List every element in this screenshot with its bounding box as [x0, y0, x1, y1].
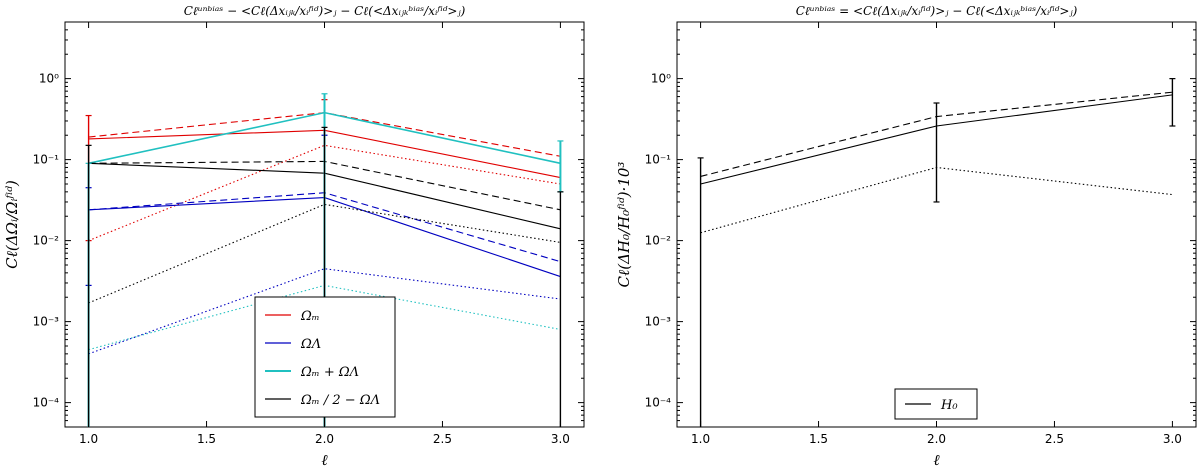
y-tick-label: 10⁻² [33, 234, 60, 248]
chart-title: Cℓᵘⁿᵇⁱᵃˢ = <Cℓ(Δxᵢⱼₖ/xᵢᶠⁱᵈ)>ⱼ − Cℓ(<Δxᵢⱼ… [796, 4, 1078, 18]
legend-label: Ωₘ [300, 309, 320, 324]
legend-label: Ωₘ + ΩΛ [300, 365, 359, 380]
y-tick-label: 10⁻¹ [645, 153, 672, 167]
x-tick-label: 2.0 [927, 432, 946, 446]
chart-title: Cℓᵘⁿᵇⁱᵃˢ − <Cℓ(Δxᵢⱼₖ/xᵢᶠⁱᵈ)>ⱼ − Cℓ(<Δxᵢⱼ… [184, 4, 466, 18]
series-line [88, 268, 561, 355]
y-tick-label: 10⁻⁴ [33, 396, 60, 410]
legend-label: H₀ [940, 398, 958, 413]
chart-right-h0: 1.0 1.5 2.0 2.5 3.0 10⁻⁴ 10⁻³ 10⁻² 10⁻¹ 10⁰ Cℓᵘⁿᵇⁱ… [615, 4, 1197, 469]
series-line [88, 203, 561, 304]
chart-left-omega: 1.0 1.5 2.0 2.5 3.0 10⁻⁴ 10⁻³ 10⁻² 10⁻¹ 10⁰ Cℓᵘⁿᵇⁱ… [3, 4, 585, 469]
y-tick-label: 10⁻¹ [33, 153, 60, 167]
y-tick-label: 10⁻² [645, 234, 672, 248]
legend-box [254, 296, 396, 418]
x-tick-label: 1.0 [691, 432, 710, 446]
x-tick-label: 3.0 [551, 432, 570, 446]
legend-label: ΩΛ [300, 337, 321, 352]
x-tick-label: 1.0 [79, 432, 98, 446]
y-axis-label: Cℓ(ΔH₀/H₀ᶠⁱᵈ)·10³ [615, 162, 633, 288]
legend: H₀ [894, 388, 978, 420]
x-tick-label: 2.0 [315, 432, 334, 446]
x-tick-label: 1.5 [197, 432, 216, 446]
x-tick-label: 2.5 [433, 432, 452, 446]
y-tick-label: 10⁻³ [33, 315, 60, 329]
y-tick-label: 10⁰ [39, 72, 59, 86]
legend-label: Ωₘ / 2 − ΩΛ [300, 393, 380, 408]
legend: Ωₘ ΩΛ Ωₘ + ΩΛ Ωₘ / 2 − ΩΛ [254, 296, 396, 418]
y-tick-label: 10⁻³ [645, 315, 672, 329]
x-tick-label: 2.5 [1045, 432, 1064, 446]
y-tick-label: 10⁰ [651, 72, 671, 86]
series-line [88, 144, 561, 242]
plot-frame [676, 21, 1197, 428]
x-tick-label: 1.5 [809, 432, 828, 446]
x-tick-label: 3.0 [1163, 432, 1182, 446]
y-axis-label: Cℓ(ΔΩᵢ/Ωᵢᶠⁱᵈ) [3, 180, 21, 269]
y-tick-label: 10⁻⁴ [645, 396, 672, 410]
x-axis-label: ℓ [321, 451, 327, 469]
x-axis-label: ℓ [933, 451, 939, 469]
